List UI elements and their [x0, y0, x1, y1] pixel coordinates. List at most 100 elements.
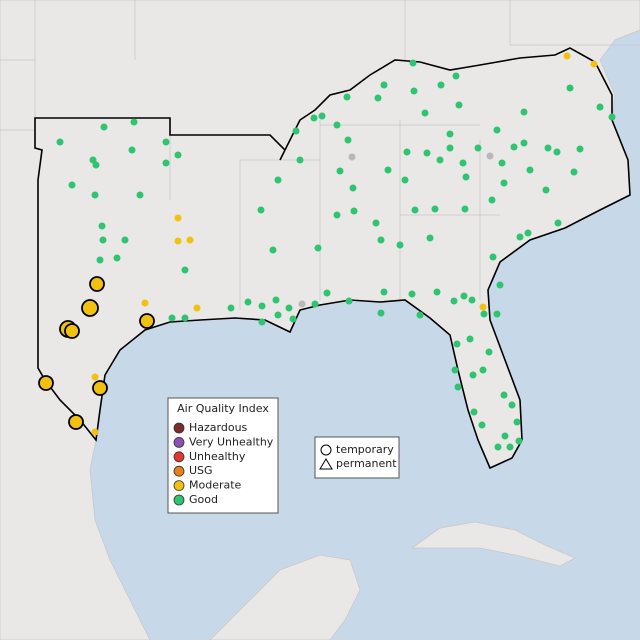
- site: [566, 84, 574, 92]
- site: [423, 149, 431, 157]
- site: [92, 380, 108, 396]
- site: [314, 244, 322, 252]
- site: [174, 237, 182, 245]
- site: [460, 292, 468, 300]
- site: [563, 52, 571, 60]
- site: [181, 314, 189, 322]
- site: [380, 288, 388, 296]
- site: [377, 236, 385, 244]
- site: [96, 256, 104, 264]
- site: [470, 408, 478, 416]
- site: [323, 289, 331, 297]
- site: [139, 313, 155, 329]
- site: [258, 302, 266, 310]
- site: [510, 143, 518, 151]
- site: [91, 191, 99, 199]
- site: [162, 159, 170, 167]
- legend-label: Moderate: [189, 479, 242, 492]
- site: [408, 290, 416, 298]
- site: [350, 207, 358, 215]
- site: [466, 335, 474, 343]
- legend-swatch: [173, 465, 185, 477]
- site: [451, 366, 459, 374]
- site: [244, 298, 252, 306]
- site: [516, 233, 524, 241]
- legend-swatch: [173, 422, 185, 434]
- site: [508, 401, 516, 409]
- site: [372, 219, 380, 227]
- legend-label: USG: [189, 464, 213, 477]
- site: [168, 314, 176, 322]
- site: [396, 241, 404, 249]
- site: [489, 253, 497, 261]
- site: [498, 159, 506, 167]
- site: [333, 211, 341, 219]
- site: [130, 118, 138, 126]
- sites: [38, 52, 616, 451]
- site: [38, 375, 54, 391]
- site: [186, 236, 194, 244]
- site: [461, 205, 469, 213]
- site: [98, 222, 106, 230]
- region-outline: [34, 47, 631, 470]
- site: [91, 373, 99, 381]
- legend-title: Air Quality Index: [177, 402, 269, 415]
- site: [462, 173, 470, 181]
- legend-swatch: [173, 480, 185, 492]
- site: [292, 127, 300, 135]
- site: [544, 144, 552, 152]
- site: [193, 304, 201, 312]
- site: [436, 156, 444, 164]
- site: [349, 184, 357, 192]
- site: [377, 309, 385, 317]
- site: [468, 296, 476, 304]
- site: [380, 81, 388, 89]
- site: [478, 421, 486, 429]
- site: [431, 205, 439, 213]
- site: [348, 153, 356, 161]
- site: [553, 148, 561, 156]
- site: [81, 299, 99, 317]
- site: [100, 123, 108, 131]
- site: [269, 246, 277, 254]
- site: [488, 196, 496, 204]
- site: [162, 138, 170, 146]
- site: [590, 60, 598, 68]
- site: [274, 311, 282, 319]
- site: [174, 151, 182, 159]
- site: [336, 167, 344, 175]
- site: [128, 146, 136, 154]
- site: [227, 304, 235, 312]
- cuba: [410, 521, 576, 567]
- site: [479, 303, 487, 311]
- legend-swatch: [173, 494, 185, 506]
- site: [384, 166, 392, 174]
- legend-label: permanent: [336, 457, 397, 470]
- site: [181, 266, 189, 274]
- site: [56, 138, 64, 146]
- site: [486, 152, 494, 160]
- site: [520, 139, 528, 147]
- triangle-symbol: [319, 458, 333, 470]
- site: [344, 136, 352, 144]
- site: [455, 101, 463, 109]
- site: [515, 437, 523, 445]
- legend-label: Unhealthy: [189, 450, 246, 463]
- site: [174, 214, 182, 222]
- site: [459, 159, 467, 167]
- site: [513, 418, 521, 426]
- site: [318, 112, 326, 120]
- site: [298, 300, 306, 308]
- legend-swatch: [173, 436, 185, 448]
- site: [493, 126, 501, 134]
- site: [452, 72, 460, 80]
- site: [469, 371, 477, 379]
- site: [416, 311, 424, 319]
- site: [608, 113, 616, 121]
- site: [141, 299, 149, 307]
- site: [446, 144, 454, 152]
- site: [89, 276, 105, 292]
- site: [506, 443, 514, 451]
